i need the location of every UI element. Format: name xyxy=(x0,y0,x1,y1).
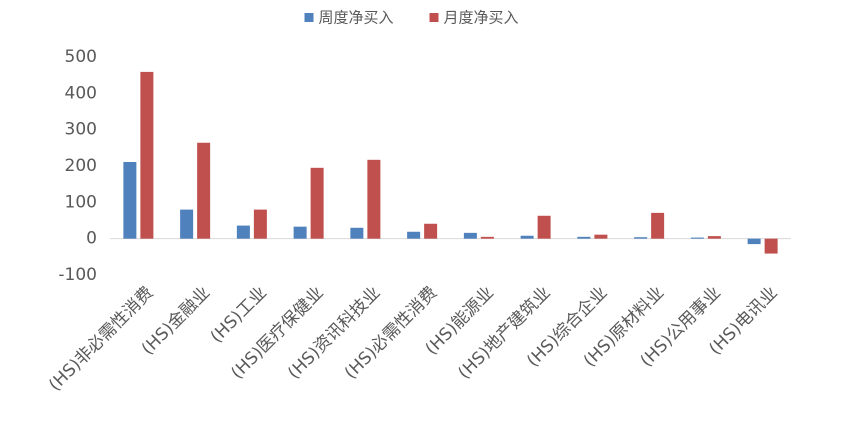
bar xyxy=(537,215,551,239)
bar xyxy=(651,212,665,239)
y-tick-label: 200 xyxy=(65,156,97,176)
bar xyxy=(424,223,438,239)
legend-swatch xyxy=(429,13,439,22)
bar xyxy=(407,231,421,239)
bar xyxy=(577,236,591,239)
bar xyxy=(594,234,608,239)
bar xyxy=(520,235,534,239)
y-tick-label: 0 xyxy=(86,229,97,249)
bar xyxy=(350,227,364,239)
bar xyxy=(236,225,250,239)
legend-label: 周度净买入 xyxy=(319,9,394,27)
y-tick-label: 400 xyxy=(65,83,97,103)
bar xyxy=(140,71,154,239)
bar xyxy=(690,237,704,239)
y-tick-label: 500 xyxy=(65,47,97,67)
bar xyxy=(480,236,494,239)
bar xyxy=(310,167,324,239)
bar xyxy=(253,209,267,239)
bar xyxy=(747,238,761,245)
y-tick-label: 300 xyxy=(65,120,97,140)
bar xyxy=(764,238,778,254)
legend-swatch xyxy=(304,13,314,22)
bar xyxy=(197,142,211,239)
bar xyxy=(707,236,721,239)
y-tick-label: -100 xyxy=(58,265,97,285)
x-tick-label: (HS)非必需性消费 xyxy=(45,283,157,395)
y-tick-label: 100 xyxy=(65,192,97,212)
legend-label: 月度净买入 xyxy=(444,9,519,27)
bar xyxy=(367,159,381,239)
bar xyxy=(634,237,648,239)
bar xyxy=(463,232,477,239)
bar xyxy=(123,162,137,239)
bar xyxy=(180,209,194,239)
bar xyxy=(293,226,307,239)
